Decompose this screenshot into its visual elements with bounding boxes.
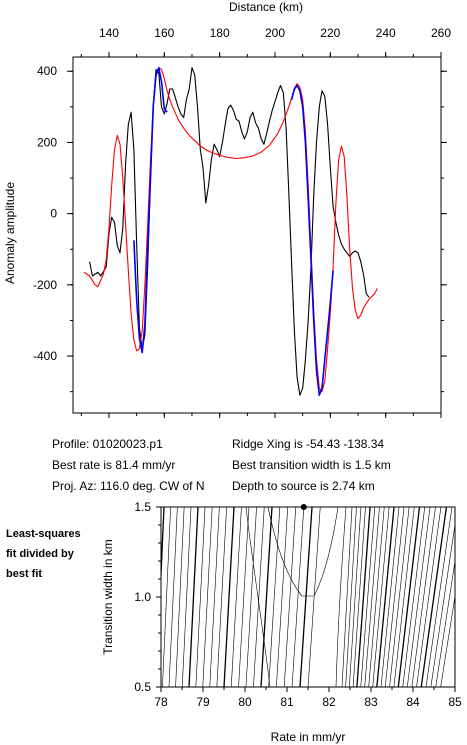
contour-line (364, 507, 380, 687)
contour-line (411, 507, 436, 687)
contour-line (406, 507, 431, 687)
x-tick-label: 140 (99, 26, 119, 40)
contour-line (209, 507, 220, 687)
contour-line (168, 507, 178, 687)
y-tick-label: 0 (50, 207, 57, 221)
x-tick-label: 240 (376, 26, 396, 40)
chart1-frame (72, 56, 442, 414)
series-line-2 (133, 66, 168, 354)
contour-line (349, 507, 362, 687)
y-tick-label: -400 (33, 349, 57, 363)
info-depth: Depth to source is 2.74 km (232, 479, 375, 493)
contour-line (162, 507, 171, 687)
side-label-line: Least-squares (6, 528, 81, 540)
x-tick-label: 180 (210, 26, 230, 40)
contour-line (245, 507, 271, 687)
x-tick-label: 78 (154, 695, 168, 709)
side-label-line: fit divided by (6, 548, 74, 560)
contour-line (397, 507, 421, 687)
info-ridge-xing: Ridge Xing is -54.43 -138.34 (232, 437, 385, 451)
info-best-rate: Best rate is 81.4 mm/yr (52, 458, 176, 472)
contour-line (188, 507, 199, 687)
contour-line (425, 507, 453, 687)
contour-line (307, 507, 321, 687)
top-axis-label: Distance (km) (229, 0, 303, 14)
contour-line (253, 507, 265, 687)
info-best-transition: Best transition width is 1.5 km (232, 458, 391, 472)
x-tick-label: 81 (280, 695, 294, 709)
info-profile: Profile: 01020023.p1 (52, 437, 163, 451)
anomaly-profile-chart: 140 160 180 200 220 240 260 400 200 0 -200 -400 Dis… (3, 0, 451, 418)
contour-line (276, 507, 289, 687)
y-tick-label: 1.0 (134, 590, 151, 604)
contour-line (335, 507, 347, 687)
contour-line (416, 507, 442, 687)
contour-line (380, 507, 400, 687)
contour-line (341, 507, 353, 687)
y-axis-label: Anomaly amplitude (3, 182, 17, 284)
contour-line (402, 507, 426, 687)
x-tick-label: 85 (448, 695, 462, 709)
contour-line (352, 507, 366, 687)
contour-line (283, 507, 297, 687)
contour-line (216, 507, 227, 687)
x-tick-label: 79 (196, 695, 210, 709)
chart2-frame (160, 506, 456, 688)
x-tick-label: 220 (320, 26, 340, 40)
contour-line (299, 507, 313, 687)
x-axis-label: Rate in mm/yr (271, 730, 346, 744)
contour-line (161, 507, 165, 590)
y-axis-label-contour: Transition width in km (101, 539, 115, 655)
contour-line (360, 507, 376, 687)
y-tick-label: 400 (37, 64, 57, 78)
contour-line (175, 507, 185, 687)
contour-line (291, 507, 305, 687)
y-tick-label: 1.5 (134, 500, 151, 514)
contour-line (384, 507, 405, 687)
contour-line (238, 507, 250, 687)
contour-line (368, 507, 385, 687)
side-label-line: best fit (6, 568, 43, 580)
series-line-3 (290, 84, 334, 397)
side-label: Least-squares fit divided by best fit (6, 524, 81, 584)
contour-line (376, 507, 395, 687)
contour-line (430, 522, 455, 687)
x-tick-label: 260 (431, 26, 451, 40)
contour-line (435, 559, 455, 687)
x-tick-label: 200 (265, 26, 285, 40)
contour-line (356, 507, 371, 687)
y-tick-label: 200 (37, 135, 57, 149)
contour-line (195, 507, 206, 687)
y-tick-label: 0.5 (134, 680, 151, 694)
x-tick-label: 82 (322, 695, 336, 709)
x-tick-label: 160 (154, 26, 174, 40)
contour-line (245, 507, 257, 687)
info-proj-az: Proj. Az: 116.0 deg. CW of N (52, 479, 205, 493)
contour-line (181, 507, 192, 687)
series-line-0 (89, 67, 370, 396)
contour-line (267, 507, 339, 597)
series-line-1 (83, 67, 378, 393)
contour-line (389, 507, 410, 687)
contour-line (223, 507, 235, 687)
x-tick-label: 83 (364, 695, 378, 709)
contour-line (440, 594, 455, 687)
best-fit-marker (300, 504, 307, 510)
contour-line (230, 507, 242, 687)
contour-line (268, 507, 281, 687)
x-tick-label: 84 (406, 695, 420, 709)
y-tick-label: -200 (33, 278, 57, 292)
x-tick-label: 80 (238, 695, 252, 709)
contour-line (260, 507, 273, 687)
contour-line (345, 507, 357, 687)
contour-line (420, 507, 448, 687)
contour-line (393, 507, 415, 687)
contour-line (372, 507, 390, 687)
contour-line (202, 507, 213, 687)
